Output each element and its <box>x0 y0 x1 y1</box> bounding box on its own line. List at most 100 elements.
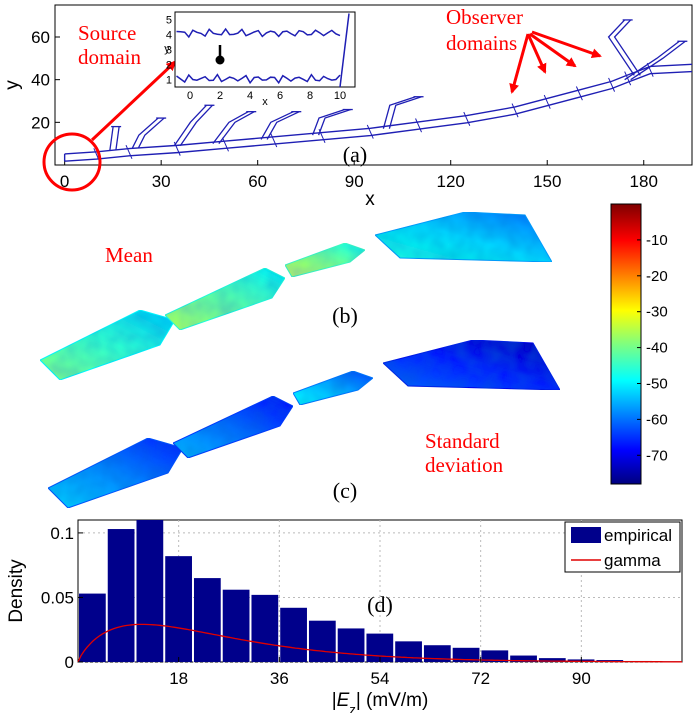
colorbar-tick-label: -40 <box>646 340 668 357</box>
inset-source-point <box>215 55 225 65</box>
panel-a-x-ticks: 0 30 60 90 120 150 180 <box>60 160 658 191</box>
source-domain-label-line2: domain <box>78 45 141 69</box>
std-segments <box>47 339 561 509</box>
legend-label-gamma: gamma <box>604 551 661 570</box>
histogram-bar <box>452 647 480 662</box>
histogram-bar <box>337 628 365 662</box>
panel-a-x-tick-label: 30 <box>152 172 171 191</box>
std-segment-4 <box>381 339 561 391</box>
histogram-bar <box>481 650 509 662</box>
observer-arrow-4 <box>531 30 602 59</box>
histogram-bar <box>222 589 250 662</box>
panel-a-y-tick-label: 60 <box>31 28 50 47</box>
tunnel-main-wall-bottom <box>64 70 693 162</box>
tunnel-segment-divider <box>270 133 278 148</box>
tunnel-branch-wall <box>311 108 345 136</box>
tunnel-branch-wall <box>266 111 300 140</box>
source-arrow <box>90 60 177 142</box>
histogram-bar <box>280 607 307 662</box>
tunnel-branch-wall <box>317 108 351 136</box>
mean-segments <box>39 211 553 381</box>
histogram-bar <box>165 556 192 662</box>
tunnel-segment-divider <box>608 77 616 92</box>
panel-a-y-tick-label: 20 <box>31 113 50 132</box>
tunnel-branch-wall <box>173 104 207 147</box>
inset-y-label: y <box>164 43 170 55</box>
tunnel-branch-wall <box>212 111 249 145</box>
tunnel-main-wall-top <box>64 63 693 155</box>
inset-x-tick-label: 6 <box>277 90 283 102</box>
panel-d-label: (d) <box>367 592 393 617</box>
tunnel-branch-wall <box>109 126 114 151</box>
mean-segment-4 <box>373 211 553 263</box>
panel-d-x-label: |Ez| (mV/m) <box>332 690 429 713</box>
inset-y-tick-label: 4 <box>166 30 172 42</box>
std-segment-2 <box>172 395 294 459</box>
inset-x-tick-label: 2 <box>217 90 223 102</box>
tunnel-branch-wall <box>624 40 680 81</box>
tunnel-network <box>63 19 693 163</box>
panel-d-x-tick-label: 54 <box>371 669 390 688</box>
observer-arrow-3 <box>529 32 577 68</box>
colorbar-tick-label: -10 <box>646 232 668 249</box>
histogram-bar <box>538 658 566 662</box>
panel-a-y-ticks: 20 40 60 <box>31 28 60 132</box>
colorbar-tick-label: -30 <box>646 304 668 321</box>
std-segment-1 <box>47 437 184 509</box>
tunnel-branch-wall <box>131 117 159 149</box>
colorbar <box>610 203 642 485</box>
source-domain-circle <box>42 132 102 192</box>
panel-a-x-tick-label: 90 <box>345 172 364 191</box>
tunnel-branch-wall <box>115 126 120 151</box>
panel-d-y-label: Density <box>6 559 27 623</box>
inset-x-tick-label: 10 <box>334 90 346 102</box>
inset-x-label: x <box>262 96 268 108</box>
tunnel-branch-wall <box>260 111 294 140</box>
tunnel-segment-divider <box>222 137 229 152</box>
tunnel-branch-wall <box>613 19 641 76</box>
tunnel-segment-divider <box>543 94 551 109</box>
panel-d-y-tick-label: 0 <box>65 653 74 672</box>
panel-c-label: (c) <box>333 478 357 503</box>
inset-axes-box <box>174 11 356 88</box>
tunnel-branch-wall <box>218 111 255 145</box>
source-domain-label-line1: Source <box>78 21 136 45</box>
std-label-line1: Standard <box>425 429 500 453</box>
panel-bc-field-maps: Mean Standard deviation (b) (c) -10 -20 -3… <box>39 203 668 509</box>
panel-a-x-tick-label: 120 <box>437 172 465 191</box>
panel-d-x-ticks: 18 36 54 72 90 <box>169 657 591 688</box>
histogram-bar <box>193 578 221 662</box>
colorbar-tick-label: -60 <box>646 411 668 428</box>
histogram-bar <box>107 529 135 662</box>
colorbar-tick-label: -20 <box>646 268 668 285</box>
colorbar-ticks: -10 -20 -30 -40 -50 -60 -70 <box>637 232 668 464</box>
panel-d-y-ticks: 0 0.05 0.1 <box>41 524 83 672</box>
inset-wall-top <box>176 27 341 39</box>
legend: empirical gamma <box>564 521 681 573</box>
inset-x-tick-label: 4 <box>247 90 253 102</box>
tunnel-segment-divider <box>366 124 374 139</box>
tunnel-segment-divider <box>575 86 583 101</box>
panel-a-label: (a) <box>343 142 367 167</box>
inset-y-tick-label: 1 <box>166 75 172 87</box>
histogram-bar <box>308 620 336 662</box>
inset-y-tick-label: 5 <box>166 15 172 27</box>
observer-arrow-1 <box>509 33 530 94</box>
inset-tunnel-end <box>339 13 350 88</box>
panel-d-y-tick-label: 0.1 <box>50 524 74 543</box>
tunnel-segment-divider <box>415 118 422 133</box>
histogram-bar <box>423 645 451 662</box>
tunnel-branch-wall <box>388 96 422 129</box>
tunnel-segment-divider <box>646 62 654 77</box>
std-label-line2: deviation <box>425 453 504 477</box>
observer-arrow-2 <box>526 33 547 74</box>
histogram-bar <box>79 593 106 662</box>
observer-domains-label-line1: Observer <box>446 5 523 29</box>
inset-y-tick-label: 2 <box>166 60 172 72</box>
observer-arrows <box>509 30 602 94</box>
observer-domains-label-line2: domains <box>446 31 517 55</box>
